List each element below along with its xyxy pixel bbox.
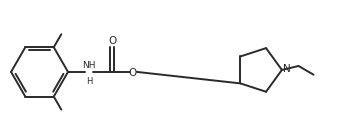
Text: O: O bbox=[129, 68, 137, 78]
Text: H: H bbox=[86, 77, 93, 86]
Text: O: O bbox=[108, 36, 116, 46]
Text: N: N bbox=[284, 64, 291, 74]
Text: NH: NH bbox=[82, 61, 95, 70]
